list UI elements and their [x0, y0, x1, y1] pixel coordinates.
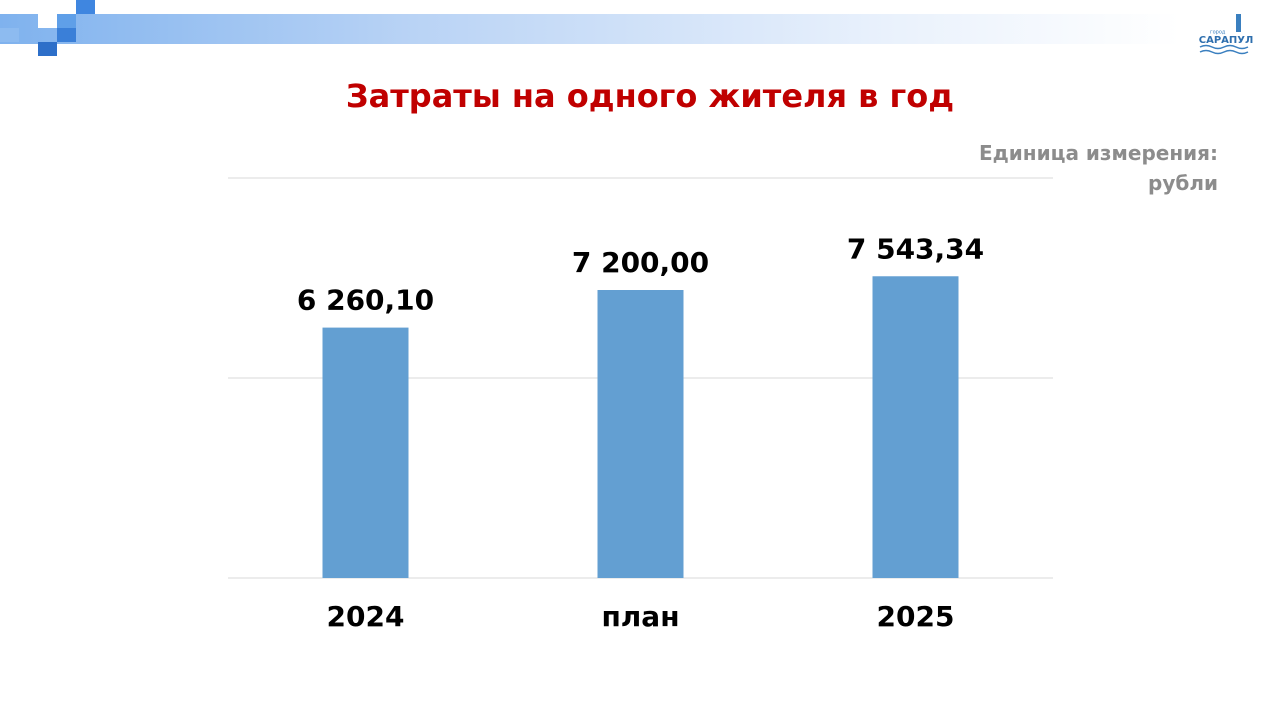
bar [322, 327, 409, 578]
bar [872, 276, 959, 578]
logo-caption: город [1210, 30, 1226, 36]
logo-name: САРАПУЛ [1199, 35, 1254, 46]
value-label: 6 260,10 [297, 284, 434, 317]
deco [57, 14, 76, 28]
deco [38, 42, 57, 56]
unit-note: Единица измерения: рубли [978, 141, 1218, 195]
value-label: 7 200,00 [572, 246, 709, 279]
header-band [0, 14, 1180, 44]
deco [57, 28, 76, 42]
deco [76, 0, 95, 14]
x-tick-label: 2024 [327, 600, 405, 633]
deco [0, 28, 19, 42]
value-label: 7 543,34 [847, 232, 984, 265]
x-tick-label: 2025 [877, 600, 955, 633]
bar [597, 290, 684, 578]
deco [0, 0, 19, 14]
x-tick-label: план [601, 600, 679, 633]
deco [38, 14, 57, 28]
chart-title: Затраты на одного жителя в год [346, 77, 954, 115]
logo: город САРАПУЛ [1199, 14, 1254, 55]
